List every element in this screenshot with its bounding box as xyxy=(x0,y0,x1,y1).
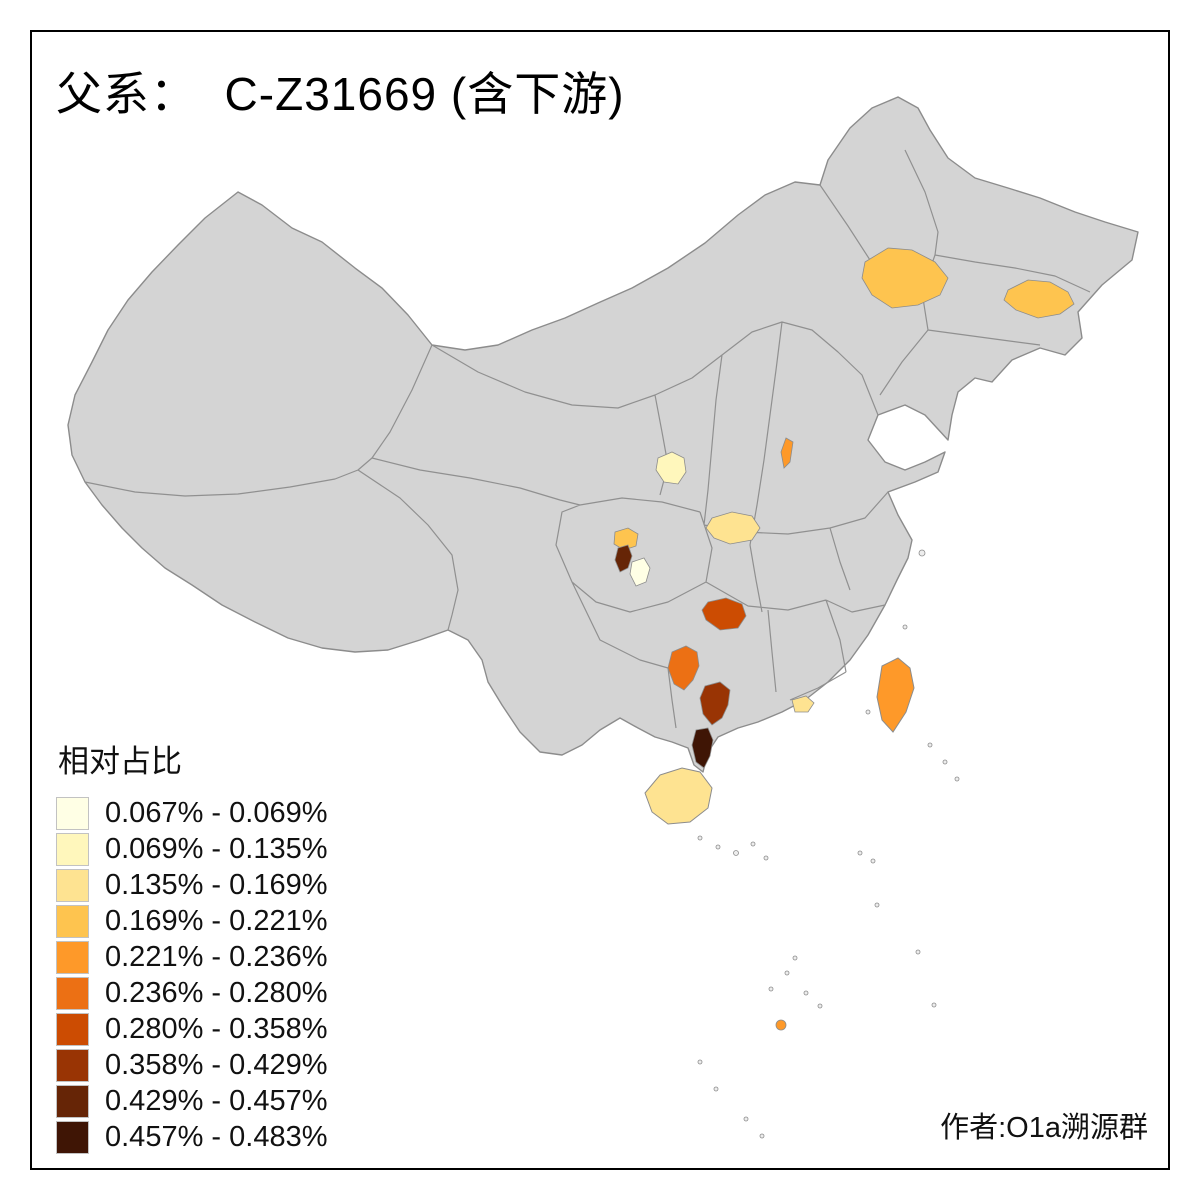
legend-swatch xyxy=(56,904,89,938)
region-guangxi-central xyxy=(699,681,731,726)
legend-item: 0.069% - 0.135% xyxy=(56,831,327,867)
region-south-china-sea-island xyxy=(775,1019,787,1031)
legend-label: 0.169% - 0.221% xyxy=(105,904,328,937)
legend-swatch xyxy=(56,1084,89,1118)
region-sichuan-central xyxy=(613,527,639,551)
legend-item: 0.067% - 0.069% xyxy=(56,795,327,831)
legend-label: 0.280% - 0.358% xyxy=(105,1012,328,1045)
attribution: 作者:O1a溯源群 xyxy=(940,1112,1148,1144)
region-shanxi-hebei-sliver xyxy=(780,437,794,469)
region-gansu-south xyxy=(655,451,687,485)
legend-swatch xyxy=(56,976,89,1010)
legend-item: 0.358% - 0.429% xyxy=(56,1047,327,1083)
legend-label: 0.358% - 0.429% xyxy=(105,1048,328,1081)
legend-item: 0.221% - 0.236% xyxy=(56,939,327,975)
legend-title: 相对占比 xyxy=(58,744,182,779)
region-jilin-east xyxy=(1003,279,1075,319)
map-title: 父系： C-Z31669 (含下游) xyxy=(56,68,625,120)
legend-swatch xyxy=(56,832,89,866)
legend-label: 0.221% - 0.236% xyxy=(105,940,328,973)
legend-item: 0.457% - 0.483% xyxy=(56,1119,327,1155)
legend-swatch xyxy=(56,940,89,974)
legend-item: 0.236% - 0.280% xyxy=(56,975,327,1011)
island-specks xyxy=(697,549,960,1139)
legend-items: 0.067% - 0.069% 0.069% - 0.135% 0.135% - 0… xyxy=(56,795,327,1155)
province-borders xyxy=(84,149,1091,729)
region-inner-mongolia-northeast xyxy=(861,247,949,309)
legend-swatch xyxy=(56,868,89,902)
legend-label: 0.429% - 0.457% xyxy=(105,1084,328,1117)
region-hainan-island xyxy=(644,767,713,825)
legend-swatch xyxy=(56,1048,89,1082)
legend-label: 0.457% - 0.483% xyxy=(105,1120,328,1153)
legend-swatch xyxy=(56,796,89,830)
region-sichuan-south-pale xyxy=(629,557,651,587)
legend-item: 0.280% - 0.358% xyxy=(56,1011,327,1047)
legend-label: 0.069% - 0.135% xyxy=(105,832,328,865)
legend-label: 0.236% - 0.280% xyxy=(105,976,328,1009)
legend-label: 0.135% - 0.169% xyxy=(105,868,328,901)
region-guizhou-south xyxy=(667,645,700,691)
legend-swatch xyxy=(56,1120,89,1154)
legend: 相对占比 0.067% - 0.069% 0.069% - 0.135% 0.135… xyxy=(56,736,327,1155)
region-guangdong-coast xyxy=(791,695,815,713)
region-leizhou-peninsula xyxy=(691,727,714,769)
region-sichuan-west-dark xyxy=(614,544,633,573)
legend-label: 0.067% - 0.069% xyxy=(105,796,328,829)
region-taiwan-island xyxy=(876,657,915,733)
legend-item: 0.429% - 0.457% xyxy=(56,1083,327,1119)
legend-item: 0.135% - 0.169% xyxy=(56,867,327,903)
region-hunan-west xyxy=(701,597,747,631)
china-mainland xyxy=(67,96,1139,773)
region-shaanxi-south xyxy=(705,511,761,545)
legend-item: 0.169% - 0.221% xyxy=(56,903,327,939)
legend-swatch xyxy=(56,1012,89,1046)
